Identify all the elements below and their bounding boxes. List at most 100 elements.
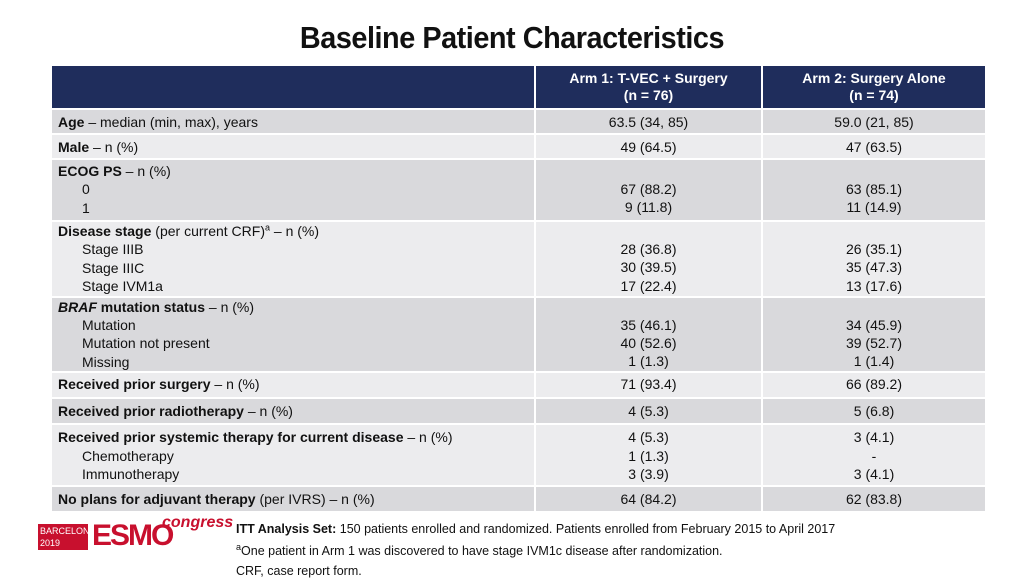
table-header-row: Arm 1: T-VEC + Surgery (n = 76) Arm 2: S… — [52, 66, 985, 109]
arm1-value: 4 (5.3) — [535, 397, 763, 425]
header-arm1-n: (n = 76) — [623, 87, 674, 103]
label-bold: Male — [58, 139, 90, 155]
table-row: Age – median (min, max), years 63.5 (34,… — [52, 108, 985, 134]
label-rest: – n (%) — [403, 429, 453, 446]
arm2-value: 3 (4.1) - 3 (4.1) — [762, 423, 985, 487]
footnote-marker: a — [264, 222, 270, 233]
sub-label: Mutation — [82, 317, 136, 334]
header-characteristic — [52, 66, 536, 109]
value-line: 1 (1.4) — [853, 353, 895, 370]
label-rest: – n (%) — [210, 376, 260, 393]
table-row: Male – n (%) 49 (64.5) 47 (63.5) — [52, 133, 985, 159]
row-label: Received prior radiotherapy – n (%) — [52, 397, 536, 425]
label-italic: BRAF — [58, 298, 97, 315]
sub-label: Immunotherapy — [82, 466, 180, 483]
footnote-itt-text: 150 patients enrolled and randomized. Pa… — [336, 522, 836, 536]
arm1-value: 28 (36.8) 30 (39.5) 17 (22.4) — [535, 220, 763, 297]
label-bold: Received prior radiotherapy — [58, 403, 244, 420]
sub-label: Stage IVM1a — [82, 278, 163, 295]
arm2-value: 47 (63.5) — [762, 133, 985, 159]
baseline-table: Arm 1: T-VEC + Surgery (n = 76) Arm 2: S… — [52, 66, 985, 512]
header-arm2: Arm 2: Surgery Alone (n = 74) — [762, 66, 985, 109]
label-bold: ECOG PS — [58, 163, 122, 179]
label-rest: – n (%) — [205, 298, 255, 315]
arm2-value: 26 (35.1) 35 (47.3) 13 (17.6) — [762, 220, 985, 297]
header-arm1: Arm 1: T-VEC + Surgery (n = 76) — [535, 66, 763, 109]
value-line: 67 (88.2) — [620, 181, 677, 197]
value-line: 35 (47.3) — [845, 259, 903, 276]
value-line: 63 (85.1) — [845, 181, 903, 197]
value-line: 1 (1.3) — [628, 447, 669, 464]
table-row: Received prior radiotherapy – n (%) 4 (5… — [52, 397, 985, 425]
footnote-a-text: One patient in Arm 1 was discovered to h… — [241, 544, 723, 558]
arm1-value: 67 (88.2) 9 (11.8) — [535, 158, 763, 221]
value-line: 30 (39.5) — [620, 259, 677, 276]
row-label: No plans for adjuvant therapy (per IVRS)… — [52, 485, 536, 512]
table-row: No plans for adjuvant therapy (per IVRS)… — [52, 485, 985, 512]
label-bold: mutation status — [96, 298, 206, 315]
label-rest: – n (%) — [89, 139, 139, 155]
label-rest: (per IVRS) – n (%) — [255, 491, 375, 508]
table-row: Received prior systemic therapy for curr… — [52, 423, 985, 487]
header-arm2-n: (n = 74) — [849, 87, 899, 103]
footnote-marker: a — [236, 541, 242, 552]
header-arm1-name: Arm 1: T-VEC + Surgery — [569, 70, 728, 86]
label-rest: – n (%) — [270, 223, 320, 239]
value-line: - — [871, 447, 877, 464]
row-label: Received prior systemic therapy for curr… — [52, 423, 536, 487]
logo-tag: congress — [162, 514, 234, 531]
table-row: Received prior surgery – n (%) 71 (93.4)… — [52, 371, 985, 399]
page-title: Baseline Patient Characteristics — [299, 20, 725, 55]
logo-city-badge: BARCELONA 2019 — [38, 524, 96, 550]
sub-label: Mutation not present — [82, 335, 210, 352]
arm2-value: 62 (83.8) — [762, 485, 985, 512]
footnote-a: aOne patient in Arm 1 was discovered to … — [236, 541, 723, 559]
label-bold: No plans for adjuvant therapy — [58, 491, 256, 508]
row-label: Received prior surgery – n (%) — [52, 371, 536, 399]
arm1-value: 35 (46.1) 40 (52.6) 1 (1.3) — [535, 295, 763, 373]
value-line: 9 (11.8) — [624, 199, 673, 216]
arm1-value: 4 (5.3) 1 (1.3) 3 (3.9) — [535, 423, 763, 487]
sub-label: Chemotherapy — [82, 447, 174, 464]
logo-brand: ESMO — [92, 519, 174, 552]
label-rest: – n (%) — [243, 403, 293, 420]
row-label: ECOG PS – n (%) 0 1 — [52, 158, 536, 221]
value-line: 13 (17.6) — [845, 277, 903, 294]
table-row: BRAF mutation status – n (%) Mutation Mu… — [52, 295, 985, 373]
logo-city: BARCELONA — [40, 526, 96, 536]
logo-year: 2019 — [40, 538, 61, 548]
value-line: 35 (46.1) — [620, 316, 677, 333]
label-rest: – median (min, max), years — [84, 114, 258, 130]
footnote-itt: ITT Analysis Set: 150 patients enrolled … — [236, 521, 835, 537]
label-bold: Received prior surgery — [58, 376, 211, 393]
value-line: 17 (22.4) — [620, 277, 677, 294]
footnote-itt-label: ITT Analysis Set: — [236, 522, 337, 536]
value-line: 3 (4.1) — [853, 429, 895, 446]
value-line: 11 (14.9) — [846, 199, 902, 216]
sub-label: Missing — [82, 353, 130, 370]
value-line: 34 (45.9) — [845, 316, 903, 333]
label-bold: Received prior systemic therapy for curr… — [58, 429, 404, 446]
arm1-value: 64 (84.2) — [535, 485, 763, 512]
sub-label: 0 — [82, 181, 90, 198]
row-label: Disease stage (per current CRF)a – n (%)… — [52, 220, 536, 297]
label-bold: Age — [58, 114, 85, 130]
esmo-congress-logo: BARCELONA 2019 ESMO congress — [38, 514, 233, 552]
sub-label: 1 — [82, 199, 90, 216]
row-label: Male – n (%) — [52, 133, 536, 159]
value-line: 28 (36.8) — [620, 241, 677, 257]
value-line: 3 (4.1) — [853, 466, 895, 483]
arm1-value: 49 (64.5) — [535, 133, 763, 159]
arm1-value: 71 (93.4) — [535, 371, 763, 399]
value-line: 4 (5.3) — [628, 429, 669, 446]
table-row: Disease stage (per current CRF)a – n (%)… — [52, 220, 985, 297]
arm2-value: 59.0 (21, 85) — [762, 108, 985, 134]
sub-label: Stage IIIC — [82, 259, 145, 276]
row-label: Age – median (min, max), years — [52, 108, 536, 134]
label-bold: Disease stage — [58, 223, 152, 239]
sub-label: Stage IIIB — [82, 241, 144, 258]
value-line: 26 (35.1) — [845, 241, 903, 257]
arm2-value: 63 (85.1) 11 (14.9) — [762, 158, 985, 221]
value-line: 40 (52.6) — [620, 335, 677, 352]
value-line: 1 (1.3) — [628, 353, 669, 370]
